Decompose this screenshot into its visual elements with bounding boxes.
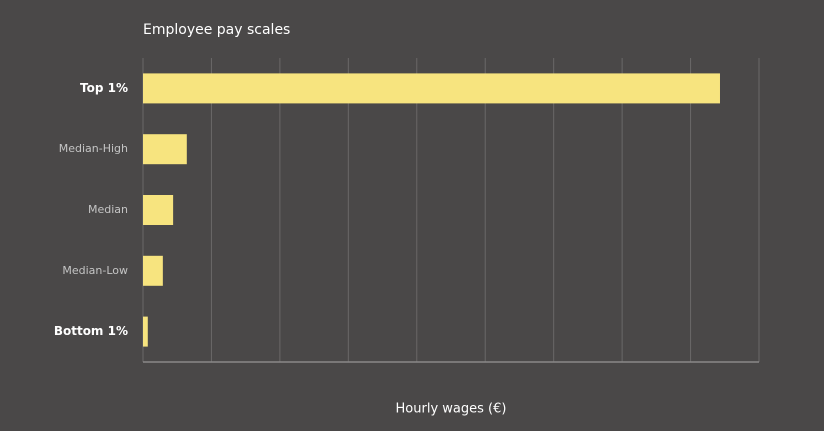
- chart-title: Employee pay scales: [143, 22, 290, 38]
- bar: [143, 134, 187, 165]
- category-label: Median-High: [59, 142, 128, 155]
- category-label: Median-Low: [62, 264, 128, 277]
- bar: [143, 195, 174, 225]
- category-label: Median: [88, 203, 128, 216]
- category-label: Top 1%: [80, 81, 128, 95]
- x-axis-label: Hourly wages (€): [396, 402, 507, 417]
- bar: [143, 73, 720, 104]
- bar: [143, 255, 163, 286]
- category-label: Bottom 1%: [54, 324, 128, 338]
- bar: [143, 316, 148, 347]
